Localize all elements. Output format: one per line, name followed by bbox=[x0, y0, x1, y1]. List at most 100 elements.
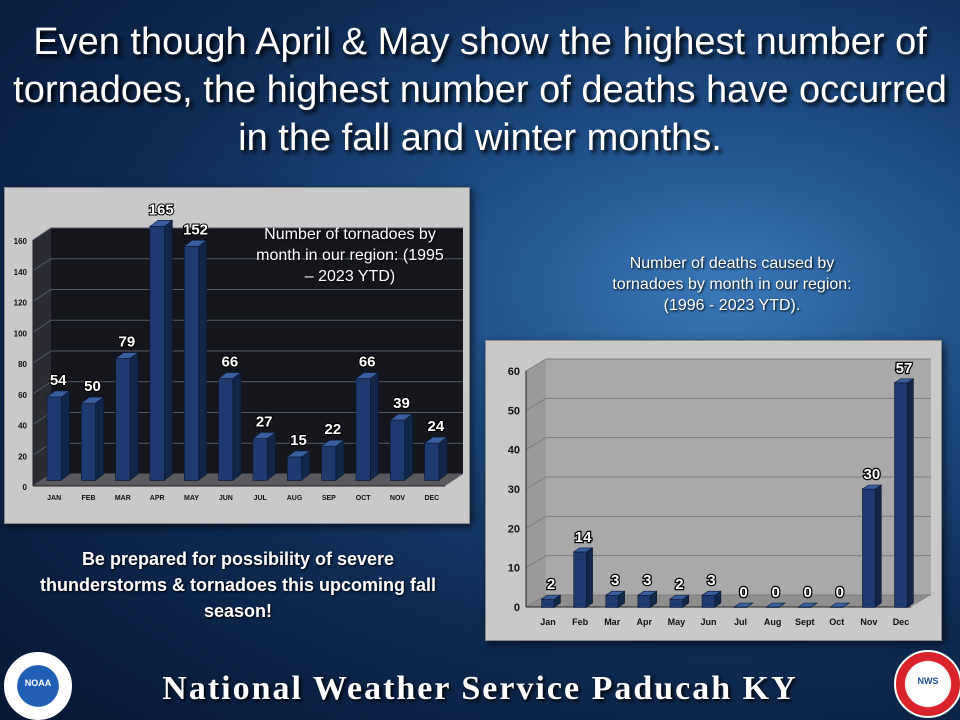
noaa-logo-text: NOAA bbox=[24, 678, 52, 688]
y-tick-label: 50 bbox=[508, 405, 520, 417]
y-gridline bbox=[525, 476, 547, 490]
y-gridline bbox=[32, 381, 52, 395]
bar-top bbox=[286, 450, 311, 458]
y-gridline bbox=[32, 350, 52, 364]
bar-data-label: 27 bbox=[256, 413, 273, 430]
tornado-deaths-chart: 0 10 20 30 40 50 60 2 Jan 14 Feb 3 Mar 3 Apr 2 May 3 Jun 0 J… bbox=[508, 358, 931, 627]
bar-data-label: 0 bbox=[804, 584, 812, 601]
y-tick-label: 100 bbox=[14, 329, 28, 338]
y-gridline bbox=[32, 258, 52, 272]
bar-top bbox=[636, 590, 658, 596]
bar-side bbox=[129, 351, 139, 481]
bar-side bbox=[232, 371, 242, 481]
bar-top bbox=[540, 594, 562, 600]
chart-floor bbox=[33, 474, 463, 486]
bar bbox=[637, 594, 652, 608]
bar bbox=[573, 551, 587, 608]
bar-top bbox=[252, 432, 277, 439]
bar-side bbox=[335, 439, 345, 481]
y-gridline bbox=[32, 289, 52, 302]
y-gridline bbox=[525, 594, 547, 608]
y-tick-label: 160 bbox=[14, 237, 28, 246]
x-category-label: Feb bbox=[572, 617, 589, 627]
bar bbox=[218, 378, 234, 481]
y-gridline bbox=[525, 397, 547, 411]
y-tick-label: 40 bbox=[18, 422, 27, 431]
x-category-label: JUN bbox=[219, 495, 233, 502]
bar-side bbox=[370, 371, 379, 481]
bar-data-label: 79 bbox=[118, 334, 135, 351]
bar-top bbox=[572, 547, 594, 553]
tornado-count-chart-panel: 0 20 40 60 80 100 120 140 160 54 JAN 50 FEB 79 MAR 165 A… bbox=[4, 187, 470, 524]
bar-data-label: 2 bbox=[547, 576, 555, 593]
bar-data-label: 3 bbox=[643, 572, 651, 589]
bar-top bbox=[217, 372, 242, 379]
noaa-logo: NOAA bbox=[4, 652, 72, 720]
tornado-count-chart-title: Number of tornadoes by month in our regi… bbox=[256, 226, 444, 285]
bar bbox=[669, 598, 684, 608]
bar-top bbox=[46, 390, 71, 398]
y-gridline bbox=[525, 437, 547, 451]
x-category-label: APR bbox=[150, 495, 165, 502]
y-gridline bbox=[525, 555, 547, 569]
y-tick-label: 0 bbox=[23, 483, 28, 492]
bar-data-label: 2 bbox=[675, 576, 683, 593]
y-gridline bbox=[525, 358, 547, 372]
x-category-label: Dec bbox=[893, 617, 910, 627]
bar-data-label: 0 bbox=[739, 584, 747, 601]
tornado-deaths-chart-title: Number of deaths caused by tornadoes by … bbox=[612, 255, 852, 314]
tornado-count-chart: 0 20 40 60 80 100 120 140 160 54 JAN 50 FEB 79 MAR 165 A… bbox=[14, 200, 463, 502]
y-tick-label: 30 bbox=[508, 484, 520, 496]
bar bbox=[321, 445, 337, 481]
bar-top bbox=[829, 602, 851, 608]
bar-side bbox=[95, 396, 105, 481]
bar-top bbox=[149, 220, 174, 227]
y-tick-label: 140 bbox=[14, 268, 28, 277]
x-category-label: DEC bbox=[424, 495, 439, 502]
bar-data-label: 165 bbox=[149, 201, 174, 218]
bar-top bbox=[80, 396, 105, 404]
nws-logo: NWS bbox=[894, 650, 960, 718]
bar bbox=[46, 396, 62, 481]
x-category-label: Oct bbox=[829, 617, 844, 627]
y-gridline bbox=[32, 319, 52, 333]
x-category-label: FEB bbox=[82, 495, 96, 502]
bar bbox=[286, 456, 303, 481]
bar-side bbox=[586, 547, 593, 608]
y-tick-label: 60 bbox=[508, 366, 520, 378]
x-category-label: Jan bbox=[540, 617, 556, 627]
bar-data-label: 22 bbox=[324, 421, 341, 438]
x-category-label: Mar bbox=[604, 617, 621, 627]
bar-side bbox=[438, 436, 448, 481]
bar bbox=[80, 402, 97, 481]
y-tick-label: 20 bbox=[508, 523, 520, 535]
bar bbox=[115, 358, 131, 481]
nws-logo-text: NWS bbox=[917, 676, 939, 686]
bar bbox=[149, 226, 165, 481]
x-category-label: Apr bbox=[637, 617, 653, 627]
bar-side bbox=[267, 431, 276, 481]
bar-side bbox=[907, 378, 914, 608]
y-tick-label: 120 bbox=[14, 299, 28, 308]
y-tick-label: 0 bbox=[514, 602, 520, 614]
bar-top bbox=[733, 602, 754, 608]
x-category-label: Sept bbox=[795, 617, 815, 627]
y-tick-label: 20 bbox=[18, 452, 27, 461]
y-gridline bbox=[32, 227, 52, 241]
bar-top bbox=[861, 484, 883, 490]
x-category-label: AUG bbox=[287, 495, 303, 502]
bar-top bbox=[183, 239, 208, 247]
bar-top bbox=[389, 413, 414, 421]
x-category-label: SEP bbox=[322, 495, 336, 502]
x-category-label: Aug bbox=[764, 617, 782, 627]
x-category-label: May bbox=[668, 617, 686, 627]
x-category-label: NOV bbox=[390, 495, 406, 502]
bar-top bbox=[893, 378, 915, 384]
y-tick-label: 10 bbox=[508, 563, 520, 575]
preparedness-callout: Be prepared for possibility of severe th… bbox=[39, 549, 437, 621]
bar bbox=[862, 488, 876, 608]
bar-side bbox=[61, 390, 70, 481]
tornado-deaths-chart-panel: 0 10 20 30 40 50 60 2 Jan 14 Feb 3 Mar 3 Apr 2 May 3 Jun 0 J… bbox=[485, 340, 942, 641]
bar-data-label: 0 bbox=[771, 584, 779, 601]
y-tick-label: 80 bbox=[18, 360, 27, 369]
